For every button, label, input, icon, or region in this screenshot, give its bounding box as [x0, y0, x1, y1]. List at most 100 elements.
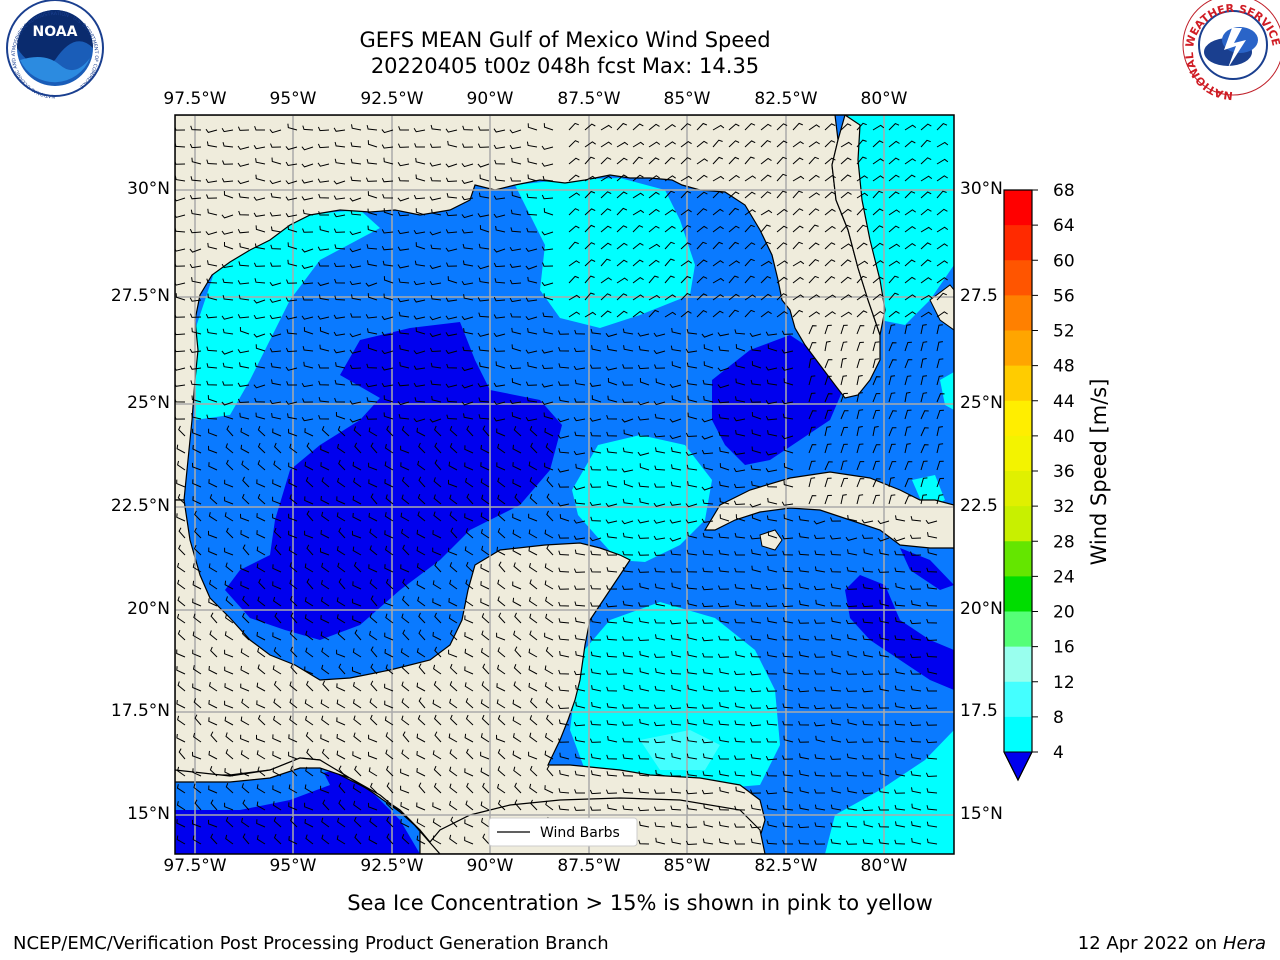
wind-barb: [568, 157, 580, 165]
wind-barb: [872, 460, 880, 471]
wind-barb: [872, 124, 885, 131]
wind-barb: [920, 208, 932, 216]
wind-barb: [317, 126, 330, 132]
wind-barb: [319, 344, 330, 352]
wind-barb: [702, 550, 714, 556]
wind-barb: [273, 647, 282, 658]
wind-barb: [208, 512, 218, 522]
wind-barb: [193, 783, 202, 794]
wind-barb: [856, 409, 864, 420]
wind-barb: [808, 208, 820, 216]
wind-barb: [493, 262, 506, 268]
wind-barb: [717, 602, 730, 608]
wind-barb: [622, 364, 634, 369]
wind-barb: [814, 754, 826, 760]
wind-barb: [285, 366, 298, 371]
wind-barb: [648, 141, 661, 148]
wind-barb: [856, 461, 865, 471]
wind-barb: [448, 461, 458, 471]
wind-barb: [397, 211, 410, 217]
wind-barb: [863, 820, 874, 828]
wind-barb: [734, 840, 745, 845]
wind-barb: [381, 229, 394, 234]
wind-barb: [927, 548, 938, 556]
wind-barb: [824, 393, 833, 403]
wind-barb: [653, 551, 666, 556]
wind-barb: [664, 209, 676, 216]
wind-barb: [189, 248, 202, 253]
wind-barb: [856, 156, 867, 165]
wind-barb: [480, 564, 490, 573]
wind-barb: [792, 175, 805, 182]
wind-barb: [782, 755, 794, 760]
wind-barb: [352, 699, 362, 709]
colorbar-extend-arrow: [1003, 751, 1033, 782]
wind-barb: [257, 647, 266, 658]
wind-barb: [401, 749, 410, 760]
wind-barb: [808, 259, 820, 267]
lat-tick-label-left: 25°N: [127, 393, 170, 413]
wind-barb: [728, 260, 740, 267]
wind-barb: [511, 327, 522, 335]
wind-barb: [638, 345, 650, 352]
wind-barb: [271, 413, 282, 420]
wind-barb: [829, 535, 842, 540]
wind-barb: [664, 258, 675, 267]
wind-barb: [493, 195, 506, 200]
wind-barb: [766, 804, 778, 811]
wind-barb: [719, 786, 730, 794]
wind-barb: [226, 425, 234, 437]
wind-barb: [750, 652, 762, 658]
wind-barb: [760, 123, 772, 131]
wind-barb: [888, 260, 901, 267]
wind-barb: [664, 225, 676, 233]
wind-barb: [512, 699, 522, 709]
wind-barb: [702, 771, 714, 777]
wind-barb: [680, 209, 692, 216]
wind-barb: [782, 839, 794, 845]
wind-barb: [175, 248, 186, 252]
wind-barb: [222, 278, 234, 284]
wind-barb: [782, 652, 794, 658]
wind-barb: [712, 139, 723, 148]
wind-barb: [192, 835, 202, 845]
wind-barb: [872, 409, 880, 420]
wind-barb: [781, 534, 794, 540]
wind-barb: [574, 753, 586, 760]
wind-barb: [257, 596, 266, 607]
wind-barb: [765, 602, 778, 608]
lon-tick-label-top: 85°W: [663, 89, 711, 109]
wind-barb: [664, 157, 676, 165]
wind-barb: [669, 704, 682, 710]
wind-barb: [493, 314, 506, 319]
wind-barb: [301, 264, 314, 269]
wind-barb: [269, 282, 282, 287]
wind-barb: [904, 375, 912, 386]
wind-barb: [238, 210, 250, 216]
wind-barb: [765, 400, 778, 405]
wind-barb: [253, 262, 266, 267]
wind-barb: [493, 400, 506, 405]
wind-barb: [541, 162, 554, 167]
wind-barb: [256, 835, 266, 845]
wind-barb: [480, 581, 490, 590]
wind-barb: [574, 398, 586, 403]
wind-barb: [478, 397, 490, 403]
wind-barb: [210, 646, 218, 658]
wind-barb: [781, 435, 794, 440]
wind-barb: [369, 545, 378, 556]
wind-barb: [847, 515, 858, 522]
wind-barb: [639, 582, 650, 590]
wind-barb: [558, 330, 570, 335]
wind-barb: [401, 476, 410, 488]
colorbar-tick-label: 40: [1053, 427, 1075, 447]
colorbar-band: [1004, 400, 1032, 437]
wind-barb: [622, 721, 634, 726]
wind-barb: [194, 510, 202, 522]
wind-barb: [224, 649, 234, 658]
wind-barb: [637, 806, 650, 812]
wind-barb: [192, 479, 202, 488]
wind-barb: [254, 126, 265, 131]
wind-barb: [320, 734, 330, 743]
wind-barb: [622, 498, 634, 505]
